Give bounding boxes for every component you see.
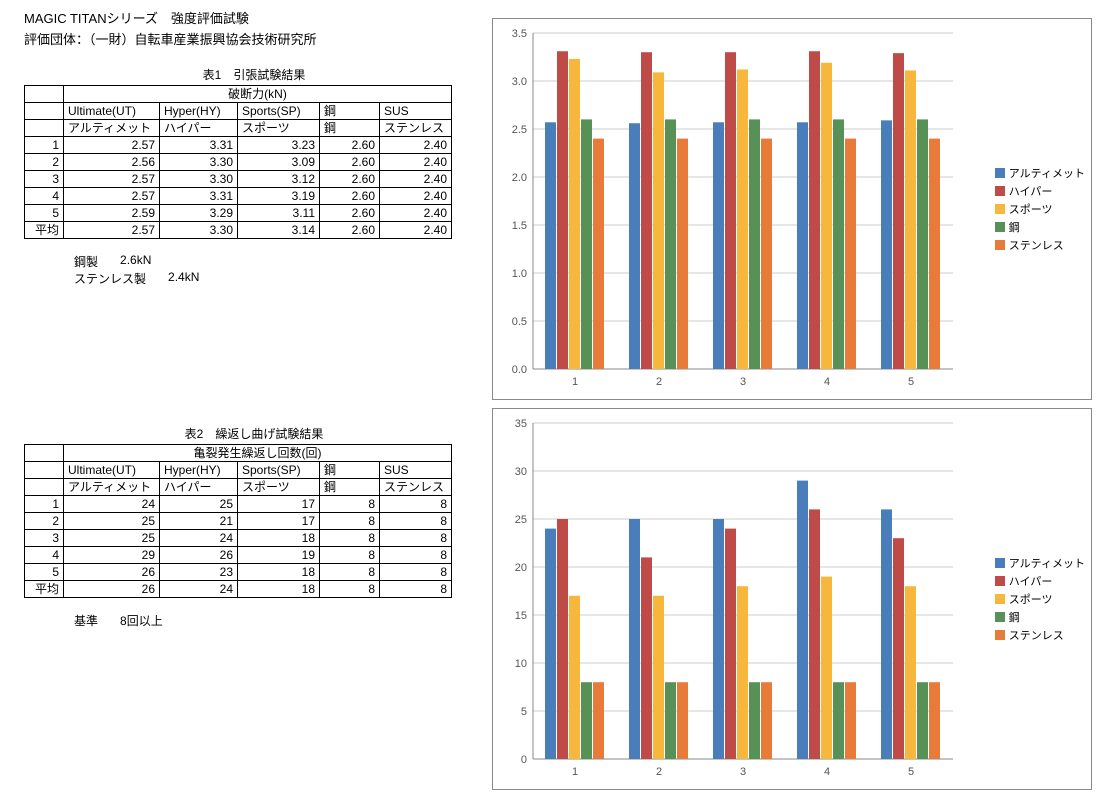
svg-text:10: 10 [515, 658, 527, 670]
svg-text:2.5: 2.5 [512, 124, 527, 136]
table2-caption: 表2 繰返し曲げ試験結果 [24, 425, 484, 442]
chart-legend: アルティメットハイパースポーツ鋼ステンレス [995, 163, 1085, 255]
svg-text:35: 35 [515, 418, 527, 430]
svg-text:4: 4 [824, 766, 830, 778]
svg-text:5: 5 [521, 706, 527, 718]
svg-text:3: 3 [740, 766, 746, 778]
svg-text:0.5: 0.5 [512, 316, 527, 328]
svg-text:3.5: 3.5 [512, 28, 527, 40]
svg-text:5: 5 [908, 766, 914, 778]
svg-text:15: 15 [515, 610, 527, 622]
chart1: 0.0 0.5 1.0 1.5 2.0 2.5 3.0 3.5 1 2 3 4 5 アルティメットハイパー… [492, 18, 1092, 400]
svg-text:2.0: 2.0 [512, 172, 527, 184]
svg-text:1: 1 [572, 766, 578, 778]
page-title-1: MAGIC TITANシリーズ 強度評価試験 [24, 8, 484, 27]
svg-text:3: 3 [740, 376, 746, 388]
svg-text:0.0: 0.0 [512, 364, 527, 376]
svg-text:30: 30 [515, 466, 527, 478]
svg-text:1.0: 1.0 [512, 268, 527, 280]
chart-legend: アルティメットハイパースポーツ鋼ステンレス [995, 553, 1085, 645]
table1-caption: 表1 引張試験結果 [24, 66, 484, 83]
svg-text:2: 2 [656, 766, 662, 778]
page-title-2: 評価団体：（一財）自転車産業振興協会技術研究所 [24, 29, 484, 48]
svg-text:3.0: 3.0 [512, 76, 527, 88]
chart2: 0 5 10 15 20 25 30 35 1 2 3 4 5 アルティメットハイパースポーツ鋼ステンレス [492, 408, 1092, 790]
table2: 亀裂発生繰返し回数(回)Ultimate(UT)Hyper(HY)Sports(… [24, 444, 452, 598]
table1: 破断力(kN)Ultimate(UT)Hyper(HY)Sports(SP)鋼S… [24, 85, 452, 239]
table2-notes: 基準8回以上 [74, 612, 484, 629]
table1-notes: 鋼製2.6kNステンレス製2.4kN [74, 253, 484, 287]
svg-text:25: 25 [515, 514, 527, 526]
svg-text:1: 1 [572, 376, 578, 388]
svg-text:2: 2 [656, 376, 662, 388]
svg-text:4: 4 [824, 376, 830, 388]
svg-text:0: 0 [521, 754, 527, 766]
svg-text:20: 20 [515, 562, 527, 574]
svg-text:5: 5 [908, 376, 914, 388]
svg-text:1.5: 1.5 [512, 220, 527, 232]
